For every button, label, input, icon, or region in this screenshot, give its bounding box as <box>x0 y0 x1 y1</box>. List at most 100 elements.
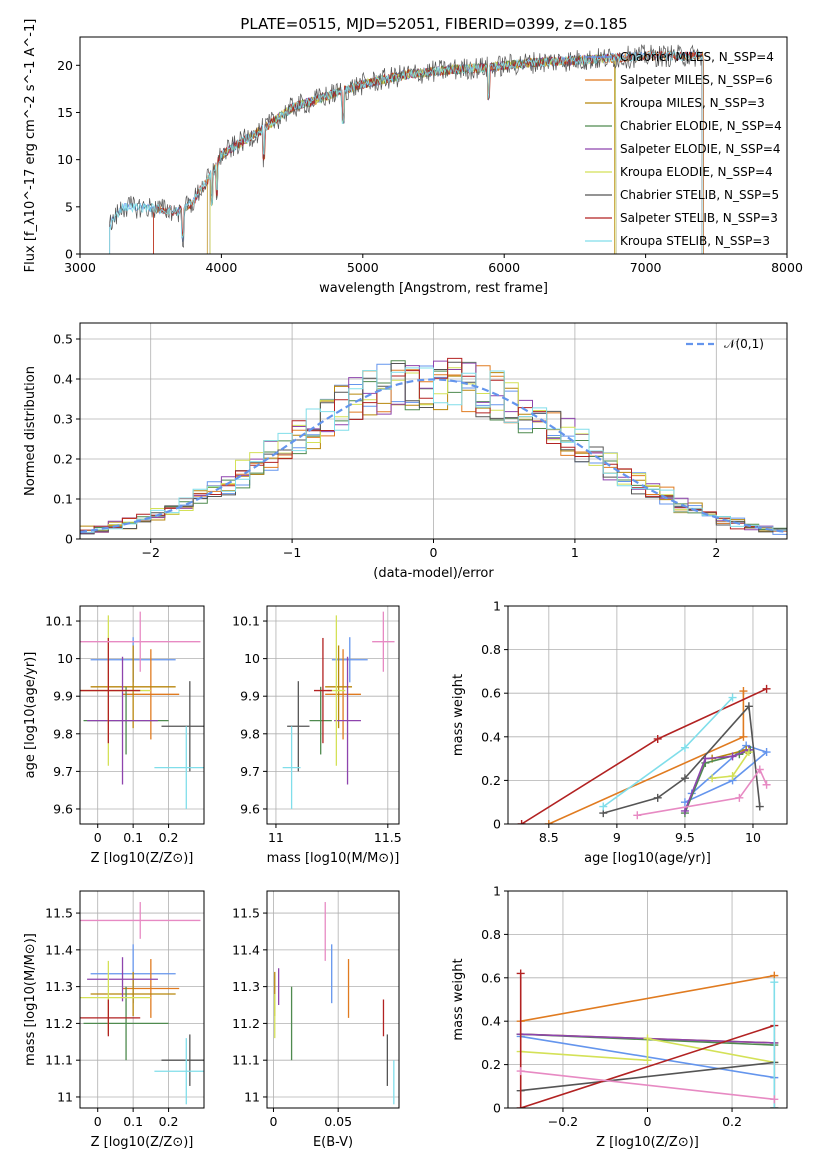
y-tick-label: 10.1 <box>45 614 73 629</box>
legend-label: Salpeter MILES, N_SSP=6 <box>620 73 773 87</box>
y-tick-label: 10 <box>57 152 73 167</box>
weight-line <box>637 767 768 817</box>
y-axis-label: age [log10(age/yr)] <box>23 652 38 779</box>
x-tick-label: 6000 <box>488 260 520 275</box>
x-tick-label: 3000 <box>64 260 96 275</box>
weight-marker <box>728 752 737 761</box>
y-tick-label: 10 <box>57 651 73 666</box>
legend: Chabrier MILES, N_SSP=4 Salpeter MILES, N… <box>585 50 782 248</box>
plot-area <box>80 902 204 1105</box>
plot-area <box>80 357 787 539</box>
panel-mass-vs-ebv: 0 0.05 11 11.1 11.2 11.3 11.4 11.5 E(B-V) <box>232 890 400 1150</box>
legend-label: Kroupa ELODIE, N_SSP=4 <box>620 165 773 179</box>
y-tick-label: 9.6 <box>53 801 73 816</box>
y-tick-label: 0.3 <box>53 412 73 427</box>
y-tick-label: 20 <box>57 58 73 73</box>
x-axis-label: mass [log10(M/M⊙)] <box>267 851 400 866</box>
weight-marker <box>728 693 737 702</box>
x-axis-label: wavelength [Angstrom, rest frame] <box>319 281 548 296</box>
x-tick-label: 0 <box>644 1114 652 1129</box>
x-tick-label: 0.1 <box>123 1114 143 1129</box>
panel-spectrum: 3000 4000 5000 6000 7000 8000 0 5 10 15 20 waveleng… <box>23 19 803 296</box>
spectrum-line <box>109 44 703 254</box>
histogram-series <box>80 367 787 539</box>
weight-marker <box>708 774 717 783</box>
y-tick-label: 0 <box>65 247 73 262</box>
axes-frame <box>507 605 788 825</box>
weight-marker <box>755 765 764 774</box>
x-tick-label: 0.05 <box>324 1114 352 1129</box>
y-axis-label: mass weight <box>451 958 466 1040</box>
x-tick-label: 0 <box>430 545 438 560</box>
y-tick-label: 11.5 <box>232 906 260 921</box>
y-tick-label: 11.1 <box>45 1053 73 1068</box>
x-axis-label: Z [log10(Z/Z⊙)] <box>596 1135 699 1150</box>
y-axis-label: Normed distribution <box>23 366 38 496</box>
axes-frame <box>79 890 205 1109</box>
x-tick-label: 8000 <box>771 260 803 275</box>
x-axis-label: Z [log10(Z/Z⊙)] <box>91 851 194 866</box>
weight-marker <box>739 732 748 741</box>
weight-marker <box>755 802 764 811</box>
y-axis-label: mass weight <box>451 674 466 756</box>
x-tick-label: 0.1 <box>123 830 143 845</box>
y-tick-label: 0.6 <box>481 686 501 701</box>
weight-marker <box>516 1104 525 1108</box>
y-tick-label: 9.7 <box>240 764 260 779</box>
y-tick-label: 9.7 <box>53 764 73 779</box>
weight-marker <box>599 802 608 811</box>
y-tick-label: 0.1 <box>53 492 73 507</box>
weight-marker <box>744 702 753 711</box>
panel-mass-vs-Z: 0 0.1 0.2 11 11.1 11.2 11.3 11.4 11.5 Z [log10(Z/… <box>23 890 205 1150</box>
legend-label: Salpeter STELIB, N_SSP=3 <box>620 211 778 225</box>
y-tick-label: 9.6 <box>240 801 260 816</box>
y-axis-label: mass [log10(M/M⊙)] <box>23 933 38 1066</box>
y-tick-label: 11.3 <box>232 979 260 994</box>
plot-area <box>109 44 704 254</box>
weight-marker <box>633 811 642 820</box>
x-tick-label: 2 <box>712 545 720 560</box>
y-tick-label: 0.8 <box>481 642 501 657</box>
weight-marker <box>680 774 689 783</box>
weight-marker <box>762 748 771 757</box>
weight-marker <box>680 806 689 815</box>
plot-area <box>517 684 771 824</box>
legend-label: Chabrier MILES, N_SSP=4 <box>620 50 774 64</box>
y-tick-label: 0.2 <box>53 452 73 467</box>
legend-label: Kroupa STELIB, N_SSP=3 <box>620 234 770 248</box>
y-tick-label: 0 <box>493 1101 501 1116</box>
y-tick-label: 11.2 <box>45 1016 73 1031</box>
y-tick-label: 0 <box>65 532 73 547</box>
axes-frame <box>266 605 400 825</box>
x-tick-label: −2 <box>141 545 159 560</box>
y-tick-label: 9.8 <box>53 726 73 741</box>
y-tick-label: 10 <box>244 651 260 666</box>
weight-marker <box>735 793 744 802</box>
y-tick-label: 9.9 <box>240 689 260 704</box>
weight-marker <box>680 743 689 752</box>
weight-marker <box>762 684 771 693</box>
x-tick-label: 8.5 <box>539 830 559 845</box>
x-tick-label: −1 <box>283 545 301 560</box>
y-tick-label: 11.4 <box>232 942 260 957</box>
x-tick-label: 5000 <box>347 260 379 275</box>
weight-marker <box>544 820 553 824</box>
y-tick-label: 0 <box>493 817 501 832</box>
y-tick-label: 10.1 <box>232 614 260 629</box>
panel-age-vs-Z: 0 0.1 0.2 9.6 9.7 9.8 9.9 10 10.1 Z [log10(Z/Z⊙)]… <box>23 605 205 866</box>
weight-marker <box>739 687 748 696</box>
y-tick-label: 15 <box>57 105 73 120</box>
x-tick-label: 7000 <box>630 260 662 275</box>
weight-marker <box>653 793 662 802</box>
panel-mass-weight-vs-Z: −0.2 0 0.2 0 0.2 0.4 0.6 0.8 1 Z [log10(Z/Z⊙)] mas… <box>451 884 788 1150</box>
x-axis-label: E(B-V) <box>313 1135 353 1150</box>
x-tick-label: 1 <box>571 545 579 560</box>
y-tick-label: 1 <box>493 884 501 899</box>
weight-marker <box>770 1095 779 1104</box>
plot-area <box>274 902 395 1105</box>
y-tick-label: 0.2 <box>481 1057 501 1072</box>
weight-line <box>520 1070 775 1101</box>
weight-marker <box>517 820 526 824</box>
legend-label: 𝒩(0,1) <box>724 337 764 351</box>
y-tick-label: 0.6 <box>481 970 501 985</box>
